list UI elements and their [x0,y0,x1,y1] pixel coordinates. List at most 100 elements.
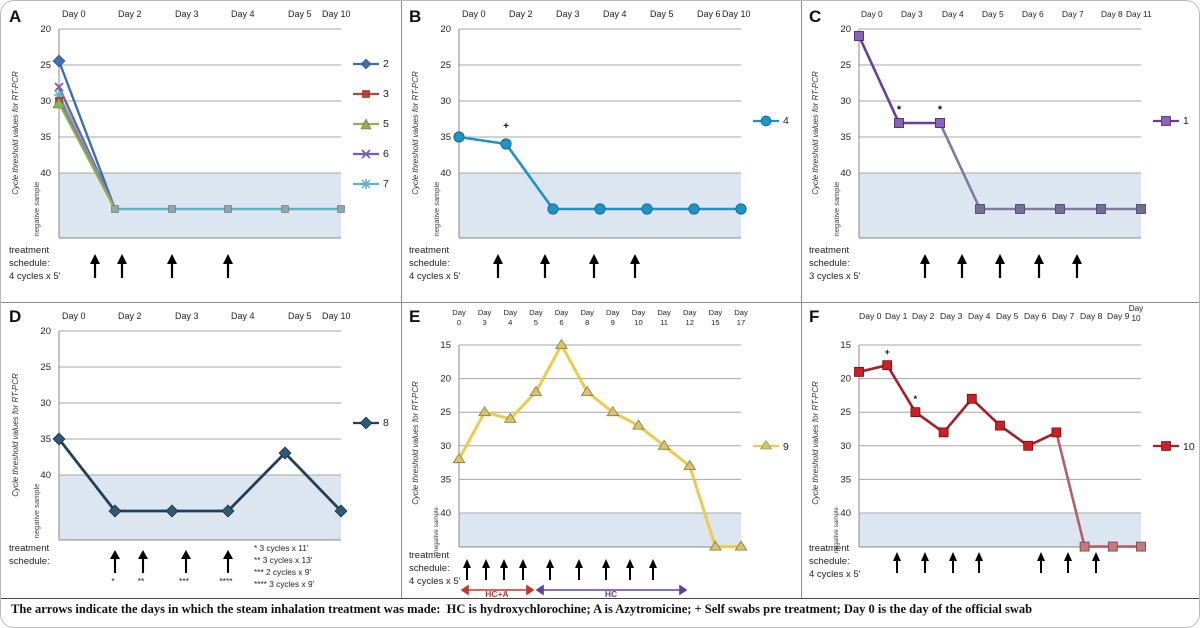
svg-text:Day 3: Day 3 [940,311,963,321]
svg-text:35: 35 [840,132,851,143]
svg-text:Day 0: Day 0 [861,9,883,19]
svg-text:treatment: treatment [9,543,49,554]
svg-text:30: 30 [440,441,451,452]
svg-text:Day 2: Day 2 [509,9,533,19]
svg-text:3: 3 [482,318,486,327]
svg-text:Day: Day [555,308,569,317]
svg-text:schedule:: schedule: [9,556,50,567]
svg-text:schedule:: schedule: [9,258,50,269]
svg-text:25: 25 [840,60,851,71]
svg-text:negative sample: negative sample [32,182,41,237]
svg-text:+: + [503,121,509,132]
svg-text:schedule:: schedule: [409,258,450,269]
svg-text:4 cycles x 5': 4 cycles x 5' [409,576,461,587]
svg-text:11: 11 [660,318,668,327]
svg-text:schedule:: schedule: [809,258,850,269]
svg-text:20: 20 [840,24,851,35]
svg-text:Cycle threshold values for RT-: Cycle threshold values for RT-PCR [11,373,20,497]
svg-text:treatment: treatment [809,245,849,256]
svg-text:Day 0: Day 0 [62,9,86,19]
svg-text:20: 20 [440,24,451,35]
svg-text:Day 5: Day 5 [288,9,312,19]
svg-text:negative sample: negative sample [832,182,841,237]
svg-text:25: 25 [40,60,51,71]
svg-text:negative sample: negative sample [432,182,441,237]
svg-text:6: 6 [383,148,389,160]
svg-text:Day 2: Day 2 [118,311,142,321]
svg-text:HC+A: HC+A [485,589,508,599]
svg-text:Day: Day [657,308,671,317]
svg-text:Cycle threshold values for RT-: Cycle threshold values for RT-PCR [11,71,20,195]
svg-text:40: 40 [440,508,451,519]
svg-text:Day 10: Day 10 [722,9,751,19]
svg-text:Day: Day [1129,304,1144,313]
svg-text:30: 30 [440,96,451,107]
svg-text:20: 20 [840,374,851,385]
svg-text:Day 5: Day 5 [288,311,312,321]
svg-text:treatment: treatment [409,245,449,256]
svg-text:Day 10: Day 10 [322,311,351,321]
svg-text:**: ** [138,576,145,586]
svg-text:20: 20 [40,326,51,337]
svg-text:negative sample: negative sample [433,507,440,553]
svg-text:negative sample: negative sample [32,484,41,539]
svg-text:HC: HC [605,589,617,599]
svg-text:*: * [111,576,115,586]
svg-text:Day: Day [709,308,723,317]
svg-text:Day 0: Day 0 [462,9,486,19]
svg-text:30: 30 [840,96,851,107]
svg-text:5: 5 [534,318,538,327]
svg-text:3 cycles x 5': 3 cycles x 5' [809,271,861,282]
svg-text:35: 35 [440,474,451,485]
svg-text:30: 30 [840,441,851,452]
svg-text:Day 0: Day 0 [859,311,882,321]
svg-text:Day 8: Day 8 [1080,311,1103,321]
svg-text:*: * [914,394,918,404]
svg-text:treatment: treatment [809,543,849,554]
svg-text:15: 15 [711,318,719,327]
svg-text:0: 0 [457,318,461,327]
svg-text:Day 4: Day 4 [942,9,964,19]
svg-text:25: 25 [840,407,851,418]
svg-text:40: 40 [440,168,451,179]
svg-text:5: 5 [383,118,389,130]
svg-text:Cycle threshold values for RT-: Cycle threshold values for RT-PCR [811,71,820,195]
svg-text:17: 17 [737,318,745,327]
svg-text:schedule:: schedule: [809,556,850,567]
svg-text:*: * [897,104,902,116]
svg-text:** 3 cycles x 13': ** 3 cycles x 13' [254,555,313,565]
svg-text:40: 40 [40,470,51,481]
svg-text:40: 40 [840,508,851,519]
svg-text:20: 20 [40,24,51,35]
svg-text:Day 11: Day 11 [1126,9,1152,19]
svg-text:12: 12 [685,318,693,327]
svg-text:*** 2 cycles x 9': *** 2 cycles x 9' [254,567,311,577]
svg-text:Day 4: Day 4 [603,9,627,19]
svg-text:Day 8: Day 8 [1101,9,1123,19]
svg-text:Day 6: Day 6 [697,9,721,19]
svg-text:Cycle threshold values for RT-: Cycle threshold values for RT-PCR [411,381,420,505]
svg-text:15: 15 [440,340,451,351]
svg-text:20: 20 [440,374,451,385]
svg-text:Day 6: Day 6 [1024,311,1047,321]
svg-text:40: 40 [840,168,851,179]
svg-text:Day 2: Day 2 [912,311,935,321]
svg-text:8: 8 [585,318,589,327]
svg-text:Day 5: Day 5 [996,311,1019,321]
svg-text:9: 9 [611,318,615,327]
svg-text:treatment: treatment [409,550,449,561]
svg-text:3: 3 [383,88,389,100]
svg-text:Day: Day [452,308,466,317]
svg-text:4 cycles x 5': 4 cycles x 5' [809,569,861,580]
svg-text:Day: Day [734,308,748,317]
svg-text:25: 25 [440,407,451,418]
svg-text:Day 0: Day 0 [62,311,86,321]
svg-text:40: 40 [40,168,51,179]
svg-text:25: 25 [40,362,51,373]
svg-text:10: 10 [634,318,642,327]
svg-text:***: *** [179,576,190,586]
svg-text:Day 3: Day 3 [901,9,923,19]
svg-text:15: 15 [840,340,851,351]
svg-text:Day 3: Day 3 [175,311,199,321]
svg-text:Day 9: Day 9 [1107,311,1130,321]
